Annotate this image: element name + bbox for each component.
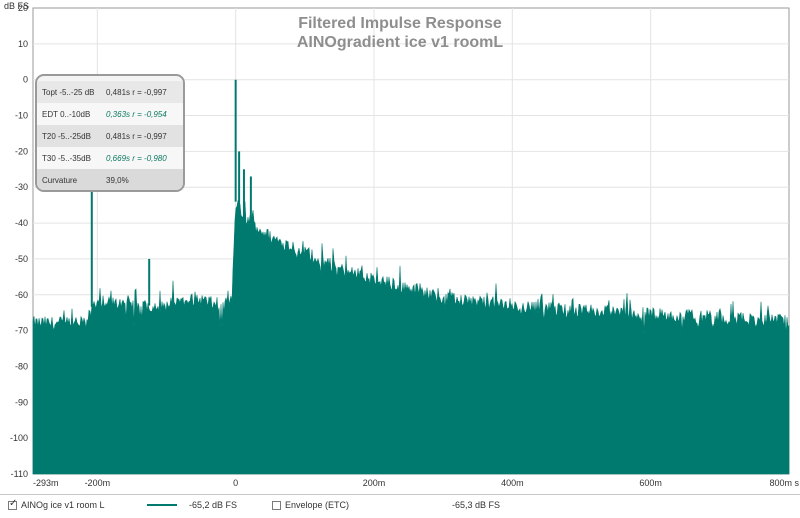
decay-info-box: Topt -5..-25 dB 0,481s r = -0,997 EDT 0.…	[35, 74, 185, 192]
chart-title: Filtered Impulse Response	[298, 15, 502, 32]
info-label: EDT 0..-10dB	[42, 110, 91, 119]
info-row-t20: T20 -5..-25dB 0,481s r = -0,997	[37, 125, 183, 147]
x-tick-label: 0	[233, 478, 238, 488]
info-row-edt: EDT 0..-10dB 0,363s r = -0,954	[37, 103, 183, 125]
y-tick-label: -70	[15, 326, 28, 336]
y-tick-label: 20	[18, 3, 28, 13]
envelope-checkbox[interactable]	[272, 500, 281, 510]
y-tick-label: -80	[15, 361, 28, 371]
info-value: 0,669s r = -0,980	[106, 154, 167, 163]
x-tick-label: 800m s	[769, 478, 799, 488]
info-row-curvature: Curvature 39,0%	[37, 169, 183, 190]
series-area	[32, 200, 790, 475]
y-axis-ticks: 20 10 0 -10 -20 -30 -40 -50 -60 -70 -80 -90 -100 -110	[10, 3, 28, 479]
legend-bar: ✓ AINOg ice v1 room L -65,2 dB FS Envelo…	[0, 494, 800, 518]
y-tick-label: -90	[15, 397, 28, 407]
impulse-chart: 20 10 0 -10 -20 -30 -40 -50 -60 -70 -80 -90 -100 -110…	[4, 1, 799, 488]
y-tick-label: -30	[15, 182, 28, 192]
info-value: 39,0%	[106, 176, 129, 185]
legend-item-envelope[interactable]: Envelope (ETC)	[272, 500, 349, 510]
info-label: T20 -5..-25dB	[42, 132, 91, 141]
series-ainog-ice-v1-room-l	[32, 79, 790, 475]
x-axis-ticks: -293m -200m 0 200m 400m 600m 800m s	[33, 478, 799, 488]
legend-series-value: -65,2 dB FS	[147, 500, 237, 510]
info-value: 0,481s r = -0,997	[106, 88, 167, 97]
x-tick-label: 400m	[501, 478, 524, 488]
y-tick-label: 10	[18, 39, 28, 49]
envelope-label: Envelope (ETC)	[285, 500, 350, 510]
y-tick-label: -50	[15, 254, 28, 264]
chart-subtitle: AINOgradient ice v1 roomL	[297, 34, 503, 51]
y-tick-label: -10	[15, 111, 28, 121]
info-label: Curvature	[42, 176, 78, 185]
y-tick-label: -40	[15, 218, 28, 228]
x-tick-label: -293m	[33, 478, 59, 488]
series-value: -65,2 dB FS	[189, 500, 238, 510]
y-tick-label: 0	[23, 75, 28, 85]
info-row-t30: T30 -5..-35dB 0,669s r = -0,980	[37, 147, 183, 169]
envelope-value: -65,3 dB FS	[452, 500, 501, 510]
legend-item-series[interactable]: ✓ AINOg ice v1 room L	[8, 497, 105, 510]
check-icon: ✓	[9, 497, 18, 509]
info-value: 0,363s r = -0,954	[106, 110, 167, 119]
series-label: AINOg ice v1 room L	[21, 500, 105, 510]
y-tick-label: -60	[15, 290, 28, 300]
y-tick-label: -110	[11, 469, 28, 479]
series-checkbox[interactable]: ✓	[8, 497, 18, 510]
x-tick-label: 200m	[363, 478, 386, 488]
legend-envelope-value: -65,3 dB FS	[452, 500, 500, 510]
info-row-topt: Topt -5..-25 dB 0,481s r = -0,997	[37, 81, 183, 103]
y-tick-label: -20	[15, 146, 28, 156]
x-tick-label: -200m	[85, 478, 111, 488]
y-axis-label: dB FS	[4, 1, 29, 11]
y-tick-label: -100	[10, 433, 28, 443]
info-label: Topt -5..-25 dB	[42, 88, 95, 97]
x-tick-label: 600m	[639, 478, 662, 488]
series-swatch	[147, 504, 177, 506]
info-value: 0,481s r = -0,997	[106, 132, 167, 141]
info-label: T30 -5..-35dB	[42, 154, 91, 163]
